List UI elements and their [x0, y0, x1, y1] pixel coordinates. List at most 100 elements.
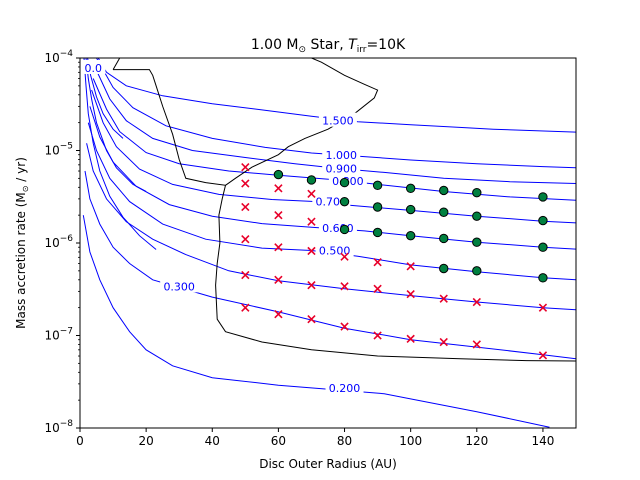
dot-marker	[273, 169, 284, 180]
x-marker-stroke	[472, 340, 481, 349]
dot-marker	[472, 266, 482, 276]
x-marker	[241, 303, 250, 312]
x-marker	[241, 202, 250, 212]
x-marker	[241, 235, 250, 244]
x-tick-label: 40	[205, 434, 220, 448]
marker-layer	[241, 163, 548, 360]
x-marker-stroke	[472, 297, 481, 307]
dot-marker	[472, 211, 482, 221]
x-marker-stroke	[538, 303, 548, 312]
x-marker-stroke	[340, 322, 349, 331]
x-marker-stroke	[241, 270, 250, 280]
contour-label-bg	[318, 112, 357, 127]
x-tick-label: 120	[465, 434, 488, 448]
contour-label-bg	[160, 278, 199, 293]
x-marker-stroke	[373, 331, 382, 340]
x-marker-stroke	[307, 217, 316, 226]
x-marker	[538, 351, 548, 360]
x-marker	[307, 315, 316, 324]
x-marker-stroke	[406, 262, 415, 271]
dot-marker	[372, 180, 383, 191]
x-marker-stroke	[406, 334, 415, 344]
dot-marker	[538, 242, 548, 252]
x-marker-stroke	[406, 289, 415, 299]
dot-marker	[405, 230, 416, 241]
contour-label: 0.700	[316, 196, 348, 209]
contour-line-11	[85, 58, 147, 192]
x-marker	[406, 289, 415, 299]
x-marker-stroke	[307, 315, 316, 324]
tick-layer: 0 20 40 60 80 100 120 140 10−8 10−7 10−6 10−5 10−4	[44, 49, 554, 448]
x-marker	[373, 284, 382, 293]
contour-label-bg	[322, 147, 361, 162]
contour-label: 0.200	[329, 382, 361, 395]
x-marker-stroke	[274, 275, 283, 284]
x-marker	[274, 275, 283, 284]
x-marker	[406, 262, 415, 271]
dot-marker	[339, 224, 350, 235]
y-tick-label: 10−5	[44, 142, 73, 158]
dot-marker	[472, 237, 482, 247]
boundary-line-1	[113, 69, 576, 362]
x-marker	[340, 322, 349, 331]
dot-marker	[538, 273, 548, 283]
dot-marker	[472, 187, 482, 198]
x-marker	[307, 246, 316, 256]
x-axis-label: Disc Outer Radius (AU)	[259, 457, 397, 471]
x-marker-stroke	[307, 246, 316, 256]
chart-title: 1.00 M⊙ Star, Tirr=10K	[251, 37, 406, 55]
x-marker-stroke	[274, 184, 283, 193]
plot-area: 0.2000.3000.5000.6000.7000.8000.9001.000…	[81, 58, 576, 428]
x-marker	[373, 258, 382, 267]
contour-label: 0.900	[325, 162, 357, 175]
x-marker-stroke	[340, 282, 349, 291]
x-tick-label: 60	[271, 434, 286, 448]
dot-marker	[405, 204, 416, 215]
x-marker	[307, 281, 316, 290]
x-marker-stroke	[439, 337, 448, 347]
contour-label-group: 0.2000.3000.5000.6000.7000.8000.9001.000…	[81, 59, 367, 395]
x-marker	[439, 337, 448, 347]
contour-line-0	[82, 215, 550, 428]
x-marker	[472, 297, 481, 307]
contour-label-bg	[315, 242, 354, 257]
x-marker	[241, 270, 250, 280]
x-marker	[439, 294, 448, 303]
dot-marker	[372, 202, 383, 212]
x-marker-stroke	[340, 252, 349, 261]
x-marker	[340, 252, 349, 261]
x-marker	[241, 163, 250, 172]
x-marker-stroke	[307, 189, 316, 199]
contour-line-7	[94, 66, 576, 184]
x-marker-stroke	[241, 235, 250, 244]
y-tick-label: 10−4	[44, 49, 73, 65]
y-tick-label: 10−7	[44, 327, 73, 343]
x-marker	[340, 282, 349, 291]
x-marker-stroke	[241, 303, 250, 312]
x-marker	[538, 303, 548, 312]
x-marker-stroke	[274, 310, 283, 319]
dot-marker	[339, 177, 350, 188]
contour-label: 1.500	[322, 115, 354, 128]
dot-marker	[339, 196, 350, 207]
contour-label: 1.000	[325, 149, 357, 162]
x-marker	[274, 184, 283, 193]
dot-marker	[538, 192, 548, 202]
contour-label-bg	[322, 160, 361, 175]
x-marker	[472, 340, 481, 349]
y-tick-label: 10−8	[44, 419, 73, 435]
dot-marker	[439, 263, 449, 274]
x-marker-stroke	[373, 258, 382, 267]
x-tick-label: 100	[399, 434, 422, 448]
x-tick-label: 140	[531, 434, 554, 448]
contour-label-bg	[325, 380, 364, 395]
contour-label: 0.0	[84, 62, 102, 75]
contour-label-bg	[81, 59, 106, 74]
contour-label: 0.300	[163, 280, 195, 293]
x-marker-stroke	[274, 243, 283, 252]
dot-marker	[439, 185, 449, 196]
contour-line-8	[96, 58, 576, 169]
x-marker	[274, 243, 283, 252]
x-marker-stroke	[538, 351, 548, 360]
